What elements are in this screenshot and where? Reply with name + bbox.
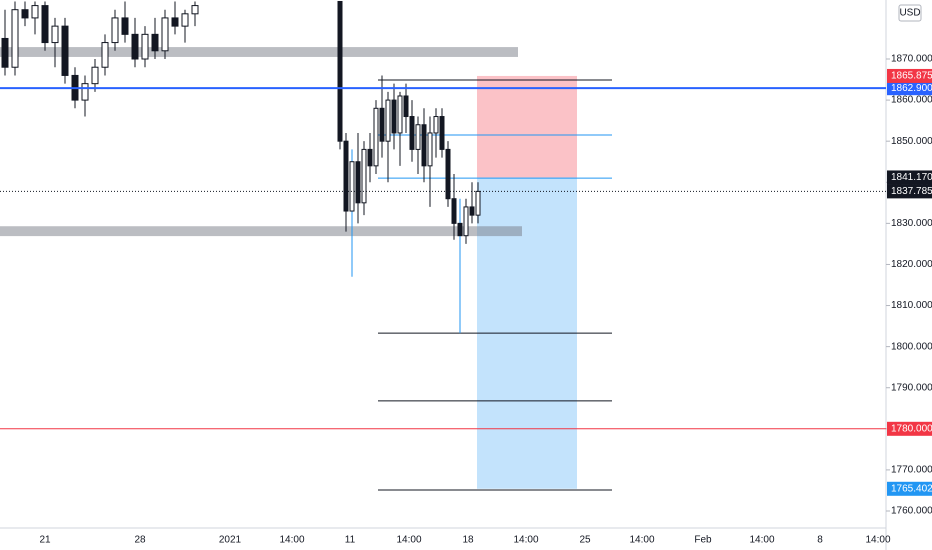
x-tick-label: 28 (134, 535, 146, 546)
candle-body (349, 161, 355, 212)
candle-body (111, 17, 119, 44)
x-tick-label: Feb (694, 535, 712, 546)
price-tag-label: 1765.402 (891, 483, 932, 494)
candle-body (101, 42, 109, 68)
candle-body (403, 95, 409, 118)
candle-body (61, 25, 69, 76)
candle-body (373, 107, 379, 167)
candle-body (463, 206, 469, 237)
candle-body (445, 148, 451, 200)
candle-body (415, 124, 421, 150)
candle-body (181, 13, 189, 27)
candle-body (457, 222, 463, 237)
price-tag-label: 1837.785 (891, 186, 932, 197)
y-tick-label: 1800.000 (891, 341, 932, 352)
price-tag (887, 481, 932, 496)
candle-body (1, 37, 9, 68)
candle-body (131, 33, 139, 60)
price-tag-label: 1862.900 (891, 83, 932, 94)
support-zone (0, 47, 518, 57)
candle-body (161, 17, 169, 52)
candle-body (141, 33, 149, 60)
candle-body (11, 9, 19, 68)
support-zone (0, 226, 522, 237)
candle-body (191, 5, 199, 15)
candle-body (427, 132, 433, 167)
stop-zone (477, 75, 577, 178)
candle-body (21, 9, 29, 19)
y-tick-label: 1850.000 (891, 136, 932, 147)
y-tick-label: 1770.000 (891, 465, 932, 476)
candle-body (355, 161, 361, 204)
candle-body (409, 116, 415, 150)
x-tick-label: 18 (462, 535, 474, 546)
candle-body (151, 33, 159, 52)
y-tick-label: 1810.000 (891, 300, 932, 311)
currency-badge[interactable] (898, 4, 922, 22)
x-tick-label: 21 (39, 535, 51, 546)
price-tag (887, 170, 932, 185)
candle-body (343, 140, 349, 212)
candle-body (41, 5, 49, 44)
x-tick-label: 14:00 (513, 535, 538, 546)
candle-body (361, 148, 367, 204)
candle-body (121, 17, 129, 35)
x-tick-label: 14:00 (629, 535, 654, 546)
y-tick-label: 1760.000 (891, 506, 932, 517)
candle-body (391, 99, 397, 134)
x-tick-label: 14:00 (865, 535, 890, 546)
currency-label: USD (899, 8, 920, 19)
candle-body (91, 66, 99, 85)
y-tick-label: 1870.000 (891, 54, 932, 65)
candle-body (81, 83, 89, 101)
candle-body (421, 124, 427, 167)
candle-body (379, 107, 385, 142)
price-tag-label: 1780.000 (891, 423, 932, 434)
x-tick-label: 14:00 (396, 535, 421, 546)
x-tick-label: 14:00 (279, 535, 304, 546)
price-tag (887, 68, 932, 83)
price-tag (887, 81, 932, 96)
price-tag-label: 1865.875 (891, 71, 932, 82)
candle-body (397, 95, 403, 134)
y-tick-label: 1830.000 (891, 218, 932, 229)
y-tick-label: 1860.000 (891, 95, 932, 106)
candle-body (433, 116, 439, 134)
candle-body (337, 0, 343, 142)
price-tag-label: 1841.170 (891, 172, 932, 183)
candle-body (439, 116, 445, 150)
candle-body (475, 190, 481, 216)
price-tag (887, 184, 932, 199)
x-tick-label: 11 (345, 535, 356, 546)
candle-body (451, 198, 457, 224)
candle-body (31, 5, 39, 19)
candle-body (171, 17, 179, 27)
price-tag (887, 421, 932, 436)
candle-body (51, 25, 59, 44)
candle-body (367, 148, 373, 167)
x-tick-label: 14:00 (749, 535, 774, 546)
candle-body (385, 99, 391, 142)
y-tick-label: 1790.000 (891, 382, 932, 393)
candle-body (469, 206, 475, 216)
x-tick-label: 2021 (219, 535, 242, 546)
x-tick-label: 25 (579, 535, 591, 546)
y-tick-label: 1820.000 (891, 259, 932, 270)
x-tick-label: 8 (817, 535, 823, 546)
